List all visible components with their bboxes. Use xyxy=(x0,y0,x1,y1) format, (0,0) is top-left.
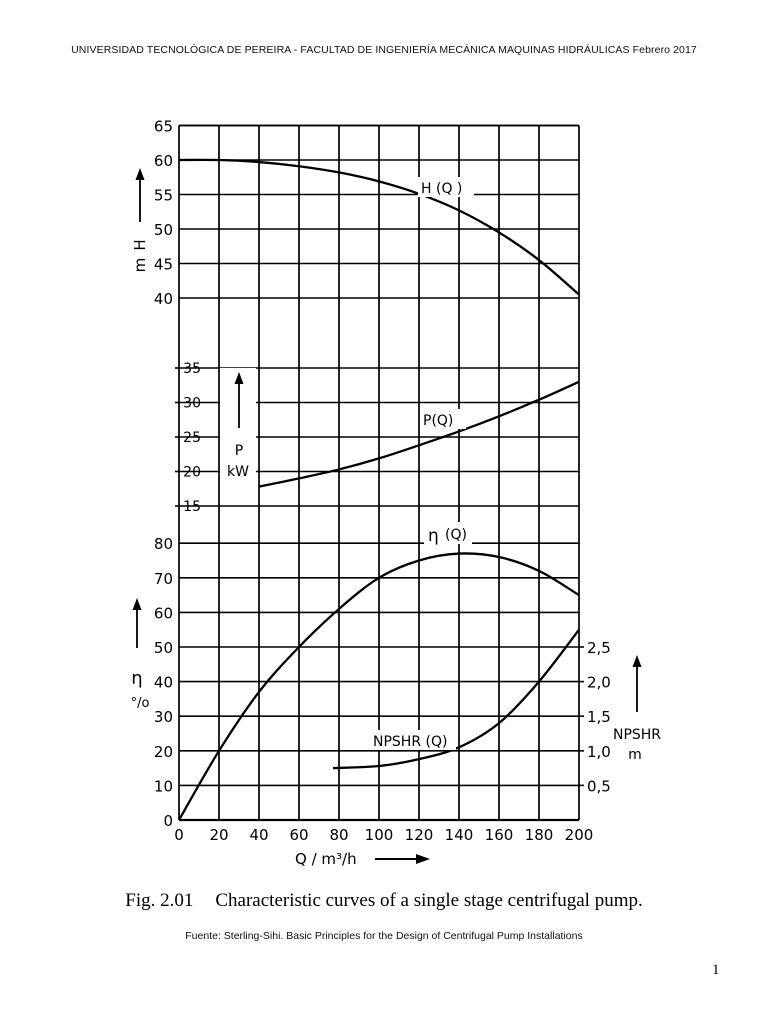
tick-label-p: 20 xyxy=(183,465,201,481)
tick-label-p: 35 xyxy=(183,361,201,377)
arrow-p-axis-head xyxy=(234,372,244,384)
tick-label-eta: 70 xyxy=(154,570,173,588)
arrow-h-axis-head xyxy=(135,168,145,180)
tick-label-x: 100 xyxy=(365,826,394,844)
label-eta-curve: (Q) xyxy=(445,527,467,543)
page-number: 1 xyxy=(712,962,720,978)
label-h-curve: H (Q ) xyxy=(421,181,462,197)
figure-caption: Fig. 2.01 Characteristic curves of a sing… xyxy=(0,890,768,912)
figure-number: Fig. 2.01 xyxy=(125,890,194,911)
tick-label-eta: 20 xyxy=(154,743,173,761)
axis-title-h: H xyxy=(131,239,149,250)
label-npshr-curve-bg xyxy=(370,730,456,750)
tick-label-h: 60 xyxy=(154,152,173,170)
tick-label-p: 30 xyxy=(183,396,201,412)
tick-label-x: 20 xyxy=(209,826,228,844)
tick-label-eta: 50 xyxy=(154,639,173,657)
page-header: UNIVERSIDAD TECNOLÓGICA DE PEREIRA - FAC… xyxy=(71,44,697,56)
tick-label-x: 180 xyxy=(525,826,554,844)
tick-label-npshr: 2,0 xyxy=(587,674,611,692)
axis-title-eta-unit: °/o xyxy=(131,696,150,711)
tick-label-h: 40 xyxy=(154,290,173,308)
tick-label-npshr: 1,0 xyxy=(587,743,611,761)
series-npshr-curve xyxy=(332,628,580,770)
tick-label-eta: 40 xyxy=(154,674,173,692)
tick-label-x: 40 xyxy=(249,826,268,844)
tick-label-h: 50 xyxy=(154,221,173,239)
chart-ticks: 40 45 50 55 60 65 15 20 25 30 35 0 10 20 30 40 50 60 70 80 0… xyxy=(154,118,611,845)
tick-label-npshr: 2,5 xyxy=(587,639,611,657)
tick-label-npshr: 1,5 xyxy=(587,708,611,726)
figure-caption-text: Characteristic curves of a single stage … xyxy=(215,890,643,911)
label-npshr-curve: NPSHR (Q) xyxy=(373,734,447,750)
tick-label-eta: 30 xyxy=(154,708,173,726)
tick-label-x: 160 xyxy=(485,826,514,844)
tick-label-p: 25 xyxy=(183,430,201,446)
axis-title-p-unit: kW xyxy=(227,464,249,480)
tick-label-p: 15 xyxy=(183,499,201,515)
tick-label-x: 60 xyxy=(289,826,308,844)
tick-label-x: 80 xyxy=(329,826,348,844)
tick-label-x: 140 xyxy=(445,826,474,844)
tick-label-x: 120 xyxy=(405,826,434,844)
label-eta-bg xyxy=(424,522,472,544)
arrow-eta-axis-head xyxy=(132,598,142,610)
tick-label-x: 0 xyxy=(174,826,184,844)
axis-title-p: P xyxy=(235,443,243,459)
tick-label-eta: 0 xyxy=(163,812,173,830)
chart-labels: H (Q ) P(Q) η (Q) NPSHR (Q) Hm PkW η °/o NPSHR m Q … xyxy=(131,168,661,868)
series-eta-curve xyxy=(178,552,580,821)
tick-label-eta: 10 xyxy=(154,777,173,795)
label-p-curve-bg xyxy=(420,409,466,429)
tick-label-eta: 80 xyxy=(154,535,173,553)
series-p-curve xyxy=(258,380,580,488)
tick-label-h: 55 xyxy=(154,187,173,205)
axis-title-h-unit: m xyxy=(131,258,149,273)
arrow-x-axis-head xyxy=(416,854,430,864)
axis-title-eta: η xyxy=(131,668,142,689)
tick-label-h: 65 xyxy=(154,118,173,136)
tick-label-x: 200 xyxy=(565,826,594,844)
axis-title-npshr-unit: m xyxy=(628,747,642,763)
axis-title-npshr: NPSHR xyxy=(613,727,661,743)
chart-curves xyxy=(178,158,580,821)
label-p-curve: P(Q) xyxy=(423,413,453,429)
figure-source: Fuente: Sterling-Sihi. Basic Principles … xyxy=(185,930,583,942)
axis-title-p-bg xyxy=(220,368,256,483)
arrow-npshr-axis-head xyxy=(632,655,642,667)
tick-label-eta: 60 xyxy=(154,604,173,622)
label-eta-glyph: η xyxy=(428,526,439,546)
series-h-curve xyxy=(178,158,580,296)
axis-title-x: Q / m³/h xyxy=(295,850,357,868)
label-h-curve-bg xyxy=(418,177,474,197)
tick-label-h: 45 xyxy=(154,256,173,274)
tick-label-npshr: 0,5 xyxy=(587,777,611,795)
